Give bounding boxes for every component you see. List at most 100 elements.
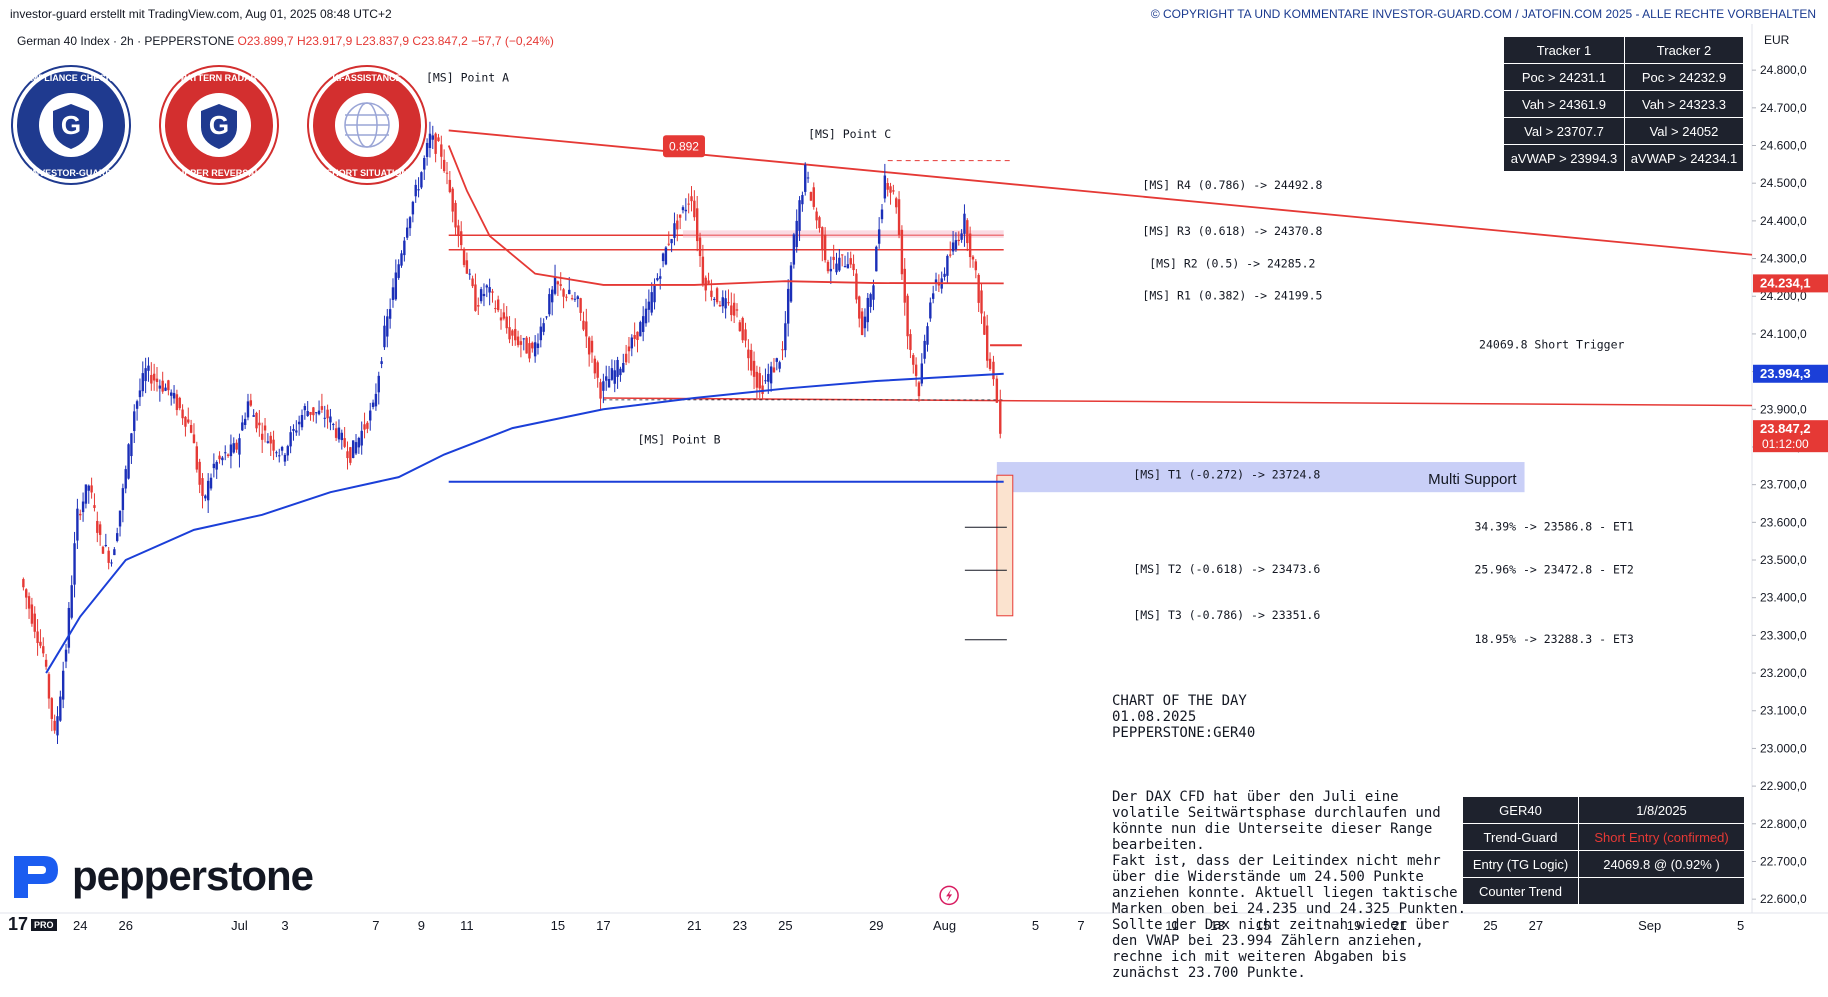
candle-body [332,424,335,426]
y-tick-label: 23.600,0 [1760,515,1807,529]
x-tick-label: 11 [1165,918,1179,933]
y-tick-label: 24.100,0 [1760,327,1807,341]
candle-body [923,340,926,359]
chart-annotation: 34.39% -> 23586.8 - ET1 [1475,519,1634,533]
candle-body [664,247,668,265]
candle-body [47,674,51,699]
globe-icon [344,102,390,148]
candle-body [525,337,528,354]
badge-1-top: COMPLIANCE CHECKED [17,73,125,83]
candle-body [610,368,614,380]
credit-text: investor-guard erstellt mit TradingView.… [10,7,392,21]
event-lightning-icon [939,885,959,906]
candle-body [607,378,611,388]
tv-pro-badge: PRO [31,919,57,932]
candle-body [42,646,45,654]
candle-body [624,353,628,363]
candle-body [895,198,898,208]
candle-body [829,268,833,272]
candle-body [539,326,543,341]
candle-body [917,382,921,397]
candle-body [531,342,534,349]
multi-support-zone [996,462,1525,493]
tracker-cell: Vah > 24361.9 [1503,90,1625,118]
candle-body [192,434,196,444]
symbol-name: German 40 Index · 2h · PEPPERSTONE [17,34,235,48]
candle-body [215,462,218,470]
candle-body [235,442,238,450]
candle-body [195,446,199,470]
y-tick-label: 22.800,0 [1760,817,1807,831]
pepperstone-logo: pepperstone [72,852,314,899]
candle-body [64,649,68,662]
ohlc-change: −57,7 (−0,24%) [471,34,554,48]
candle-body [781,349,784,351]
candle-body [576,296,579,299]
candle-body [442,159,446,172]
candle-body [343,438,346,447]
candle-body [826,261,830,272]
candle-body [59,696,62,721]
candle-body [206,480,210,501]
candle-body [508,327,511,340]
x-tick-label: 25 [1483,918,1497,933]
candle-body [201,478,204,496]
candle-body [812,187,815,207]
chart-annotation: [MS] T1 (-0.272) -> 23724.8 [1133,467,1320,481]
candle-body [187,419,190,423]
candle-body [550,289,554,303]
candle-body [138,390,142,398]
candle-body [428,133,432,148]
shield-icon [201,104,237,149]
candle-body [400,253,403,266]
symbol-legend[interactable]: German 40 Index · 2h · PEPPERSTONE O23.8… [17,34,554,48]
candle-body [670,239,673,244]
candle-body [22,579,25,588]
candle-body [516,336,520,346]
candle-body [320,406,324,410]
candle-body [573,298,577,300]
y-tick-label: 24.700,0 [1760,101,1807,115]
candle-body [966,220,969,244]
y-tick-label: 24.400,0 [1760,214,1807,228]
candle-body [33,613,36,632]
candle-body [275,452,278,454]
candle-body [755,371,759,388]
status-cell [1578,877,1745,905]
candle-body [189,425,193,433]
pattern-radar-badge: G PATTERN RADAR UPPER REVERSAL [159,65,279,185]
y-tick-label: 23.900,0 [1760,402,1807,416]
candle-body [414,184,417,197]
tracker-cell: aVWAP > 23994.3 [1503,144,1625,172]
candle-body [502,312,506,319]
candle-body [926,326,929,345]
candle-body [76,508,79,541]
chart-annotation: 24069.8 Short Trigger [1479,337,1624,351]
candle-body [769,366,773,384]
tradingview-logo[interactable]: 17 PRO [8,914,57,935]
candle-body [135,401,139,409]
candle-body [695,208,699,242]
candle-body [127,444,130,479]
status-cell: 1/8/2025 [1578,796,1745,824]
candle-body [278,455,281,457]
candle-body [70,585,73,618]
price-chart[interactable]: EUR 22.600,0 22.700,0 22.800,0 22.900,0 23.00… [0,24,1828,937]
candle-body [585,321,588,337]
candle-body [460,231,463,246]
candle-body [661,253,665,262]
candle-body [255,412,258,429]
tracker-cell: aVWAP > 24234.1 [1624,144,1744,172]
candle-body [121,488,125,510]
candle-body [622,363,625,373]
y-tick-label: 24.200,0 [1760,289,1807,303]
candle-body [241,422,244,431]
candle-body [849,258,852,265]
candle-body [656,277,659,281]
candle-body [619,368,622,376]
candle-body [25,589,28,598]
candle-body [315,412,318,414]
candle-body [914,364,918,376]
candle-body [710,290,713,297]
candle-body [693,200,696,218]
